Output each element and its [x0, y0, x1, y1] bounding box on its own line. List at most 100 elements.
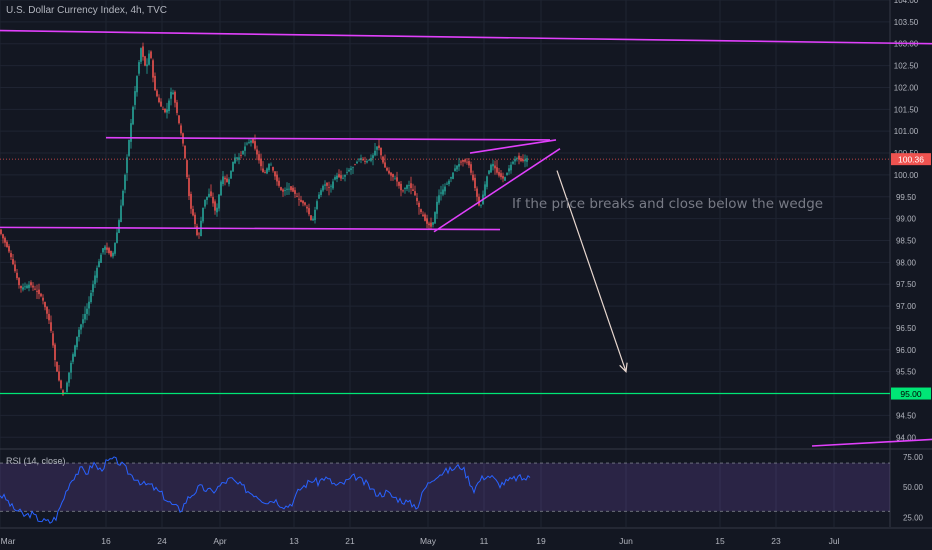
candle-body: [68, 372, 70, 383]
candle-body: [500, 173, 502, 178]
candle-body: [50, 322, 52, 331]
candle-body: [158, 97, 160, 103]
candle-body: [22, 287, 24, 290]
candle-body: [408, 185, 410, 186]
candle-body: [390, 172, 392, 176]
candle-body: [450, 177, 452, 179]
candle-body: [124, 174, 126, 190]
candle-body: [38, 289, 40, 295]
candle-body: [392, 173, 394, 178]
candle-body: [312, 218, 314, 221]
candle-body: [30, 282, 32, 286]
candle-body: [264, 172, 266, 173]
last-price-label: 100.36: [898, 155, 924, 165]
candle-body: [58, 371, 60, 381]
candle-body: [212, 197, 214, 204]
candle-body: [140, 48, 142, 62]
candle-body: [366, 161, 368, 163]
candle-body: [4, 237, 6, 243]
candle-body: [132, 107, 134, 125]
candle-body: [480, 204, 482, 206]
candle-body: [378, 145, 380, 148]
price-tick-label: 102.50: [894, 62, 919, 71]
price-tick-label: 99.50: [896, 193, 917, 202]
price-tick-label: 94.00: [896, 433, 917, 442]
trendline-wedge-upper: [469, 139, 557, 154]
candle-body: [164, 108, 166, 113]
down-arrow: [556, 170, 627, 372]
candle-body: [284, 190, 286, 192]
candle-body: [214, 201, 216, 211]
candle-body: [432, 222, 434, 225]
candle-body: [80, 324, 82, 330]
candle-body: [34, 288, 36, 290]
candle-body: [396, 177, 398, 182]
candle-body: [426, 218, 428, 224]
price-tick-label: 103.50: [894, 18, 919, 27]
candle-body: [352, 166, 354, 168]
time-tick-label: 21: [345, 536, 355, 546]
trendline-range-bottom: [0, 226, 501, 231]
candle-body: [246, 143, 248, 145]
price-tick-label: 100.00: [894, 171, 919, 180]
candle-body: [78, 329, 80, 338]
candle-body: [350, 168, 352, 170]
time-tick-label: Jul: [829, 536, 840, 546]
candle-body: [438, 195, 440, 203]
candle-body: [288, 188, 290, 190]
candle-body: [66, 382, 68, 393]
candle-body: [122, 190, 124, 206]
candle-body: [486, 176, 488, 187]
candle-body: [118, 220, 120, 233]
candle-body: [90, 292, 92, 303]
price-tick-label: 104.00: [894, 0, 919, 5]
candle-body: [82, 319, 84, 324]
candle-body: [388, 170, 390, 174]
price-tick-label: 96.50: [896, 324, 917, 333]
candle-body: [416, 197, 418, 202]
candle-body: [348, 169, 350, 172]
candle-body: [126, 157, 128, 173]
candle-body: [112, 252, 114, 257]
candle-body: [148, 53, 150, 65]
candle-body: [476, 188, 478, 197]
candle-body: [20, 285, 22, 289]
candle-body: [372, 155, 374, 159]
candle-body: [32, 285, 34, 288]
candle-body: [52, 333, 54, 346]
candle-body: [236, 157, 238, 159]
candle-body: [0, 229, 2, 234]
candle-body: [160, 101, 162, 107]
last-price-label-bg: [891, 153, 931, 166]
candle-body: [230, 170, 232, 179]
candle-body: [446, 183, 448, 185]
candle-body: [400, 183, 402, 191]
candle-body: [308, 208, 310, 215]
trendline-wedge-lower: [433, 147, 561, 233]
candle-body: [406, 185, 408, 189]
candle-body: [382, 156, 384, 163]
candle-body: [376, 146, 378, 150]
candle-body: [466, 161, 468, 163]
candle-body: [106, 247, 108, 250]
price-tick-label: 94.50: [896, 411, 917, 420]
candle-body: [110, 250, 112, 257]
candle-body: [442, 189, 444, 195]
candle-body: [464, 159, 466, 162]
candle-body: [402, 190, 404, 192]
time-tick-label: Jun: [619, 536, 633, 546]
candle-body: [362, 159, 364, 161]
candle-body: [102, 248, 104, 253]
candle-body: [128, 139, 130, 156]
candle-body: [490, 164, 492, 173]
candle-body: [198, 233, 200, 235]
rsi-line: [0, 456, 531, 524]
candle-body: [370, 158, 372, 161]
candle-body: [332, 181, 334, 189]
candle-body: [144, 56, 146, 66]
candle-body: [356, 161, 358, 164]
candle-body: [96, 267, 98, 278]
candle-body: [156, 90, 158, 97]
candle-body: [46, 306, 48, 314]
